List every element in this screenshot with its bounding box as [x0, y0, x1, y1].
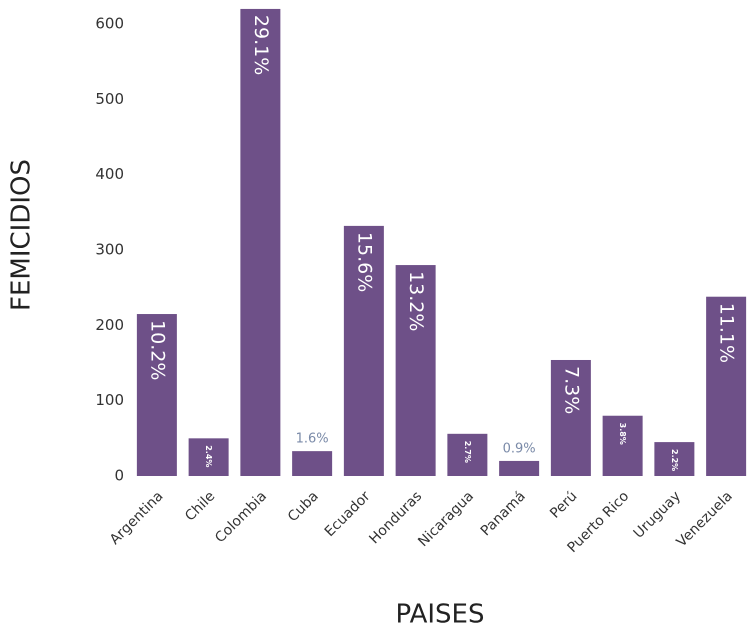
bar-label: 1.6% — [296, 432, 329, 447]
bar-label: 13.2% — [405, 271, 427, 331]
bar — [550, 359, 591, 476]
y-tick-label: 400 — [95, 165, 124, 183]
x-tick-label: Colombia — [212, 488, 270, 546]
bar — [499, 460, 540, 476]
y-tick-label: 0 — [114, 467, 124, 485]
bar — [188, 438, 229, 476]
x-tick-label: Venezuela — [674, 488, 736, 550]
bar — [136, 314, 177, 476]
x-tick-label: Nicaragua — [415, 488, 477, 550]
bar — [395, 265, 436, 476]
bar-label: 15.6% — [353, 232, 375, 292]
y-tick-label: 300 — [95, 241, 124, 259]
bar — [240, 8, 281, 477]
x-tick-label: Ecuador — [322, 488, 374, 540]
bar-label: 0.9% — [503, 441, 536, 456]
bar-label: 10.2% — [146, 320, 168, 380]
y-tick-label: 600 — [95, 15, 124, 33]
bar-label: 2.2% — [670, 449, 679, 471]
bar — [447, 433, 488, 476]
y-tick-label: 100 — [95, 391, 124, 409]
y-axis-title: FEMICIDIOS — [7, 159, 37, 311]
x-tick-label: Panamá — [478, 488, 529, 539]
x-tick-label: Uruguay — [631, 488, 684, 541]
bar — [654, 442, 695, 476]
x-tick-label: Cuba — [285, 488, 322, 525]
bar-label: 11.1% — [716, 303, 738, 363]
bar-label: 7.3% — [560, 366, 582, 414]
bar — [602, 415, 643, 476]
x-tick-label: Chile — [182, 488, 218, 524]
x-axis-title: PAISES — [396, 600, 485, 630]
bar-label: 2.7% — [463, 441, 472, 463]
bar — [292, 451, 333, 476]
x-tick-label: Perú — [547, 488, 580, 521]
y-tick-label: 200 — [95, 316, 124, 334]
x-tick-label: Argentina — [107, 488, 167, 548]
bar — [706, 296, 747, 476]
bar-label: 3.8% — [618, 423, 627, 445]
bar-label: 29.1% — [250, 15, 272, 75]
bar — [343, 225, 384, 476]
y-tick-label: 500 — [95, 90, 124, 108]
bar-label: 2.4% — [204, 445, 213, 467]
